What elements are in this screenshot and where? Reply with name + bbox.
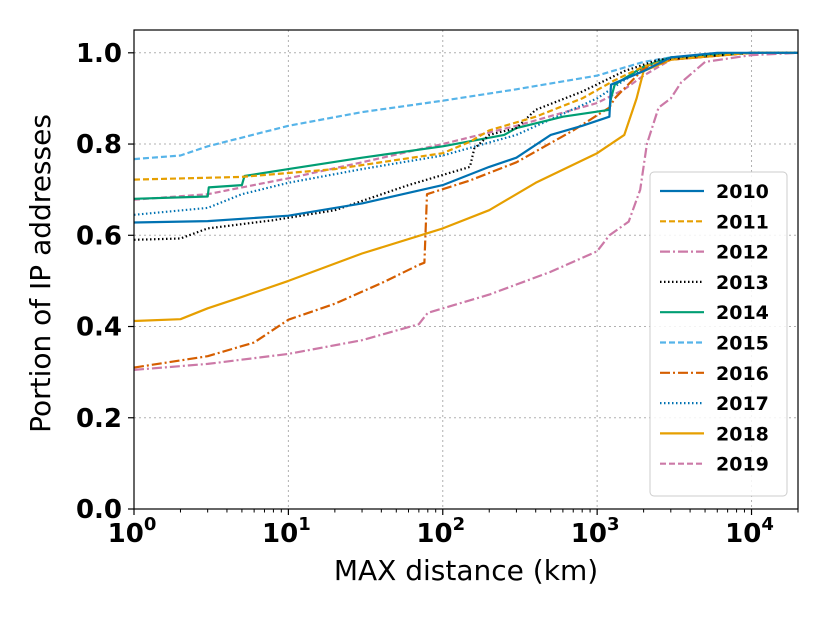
series-line-2016	[133, 51, 798, 369]
y-tick-label: 1.0	[76, 39, 122, 69]
y-tick-label: 0.8	[76, 130, 122, 160]
y-tick-label: 0.2	[76, 404, 122, 434]
series-line-2010	[133, 51, 798, 224]
legend-label: 2015	[716, 333, 769, 355]
legend-label: 2012	[716, 242, 769, 264]
x-tick-label: 101	[262, 514, 311, 549]
series-lines	[133, 51, 799, 371]
legend-label: 2016	[716, 363, 769, 385]
axis-ticks: 0.0 0.2 0.4 0.6 0.8 1.0 100 101 102 103 104	[76, 39, 799, 549]
legend-label: 2013	[716, 272, 769, 294]
legend-label: 2010	[716, 181, 769, 203]
legend-label: 2019	[716, 454, 769, 476]
series-line-2013	[133, 51, 798, 241]
plot-frame	[133, 29, 799, 510]
legend: 2010 2011 2012 2013 2014 2015 2016 2017 2018 2019	[649, 171, 788, 497]
x-axis-label: MAX distance (km)	[334, 554, 598, 587]
y-tick-label: 0.4	[76, 313, 122, 343]
x-tick-label: 100	[108, 514, 157, 549]
series-line-2012	[133, 51, 799, 371]
legend-label: 2014	[716, 302, 769, 324]
series-line-2011	[133, 51, 798, 181]
x-tick-label: 104	[725, 514, 774, 549]
x-tick-label: 102	[416, 514, 465, 549]
legend-label: 2017	[716, 393, 769, 415]
legend-label: 2018	[716, 423, 769, 445]
x-tick-label: 103	[571, 514, 620, 549]
legend-label: 2011	[716, 211, 769, 233]
y-tick-label: 0.0	[76, 495, 122, 525]
legend-box	[649, 171, 788, 497]
y-tick-label: 0.6	[76, 221, 122, 251]
y-axis-label: Portion of IP addresses	[24, 114, 57, 433]
